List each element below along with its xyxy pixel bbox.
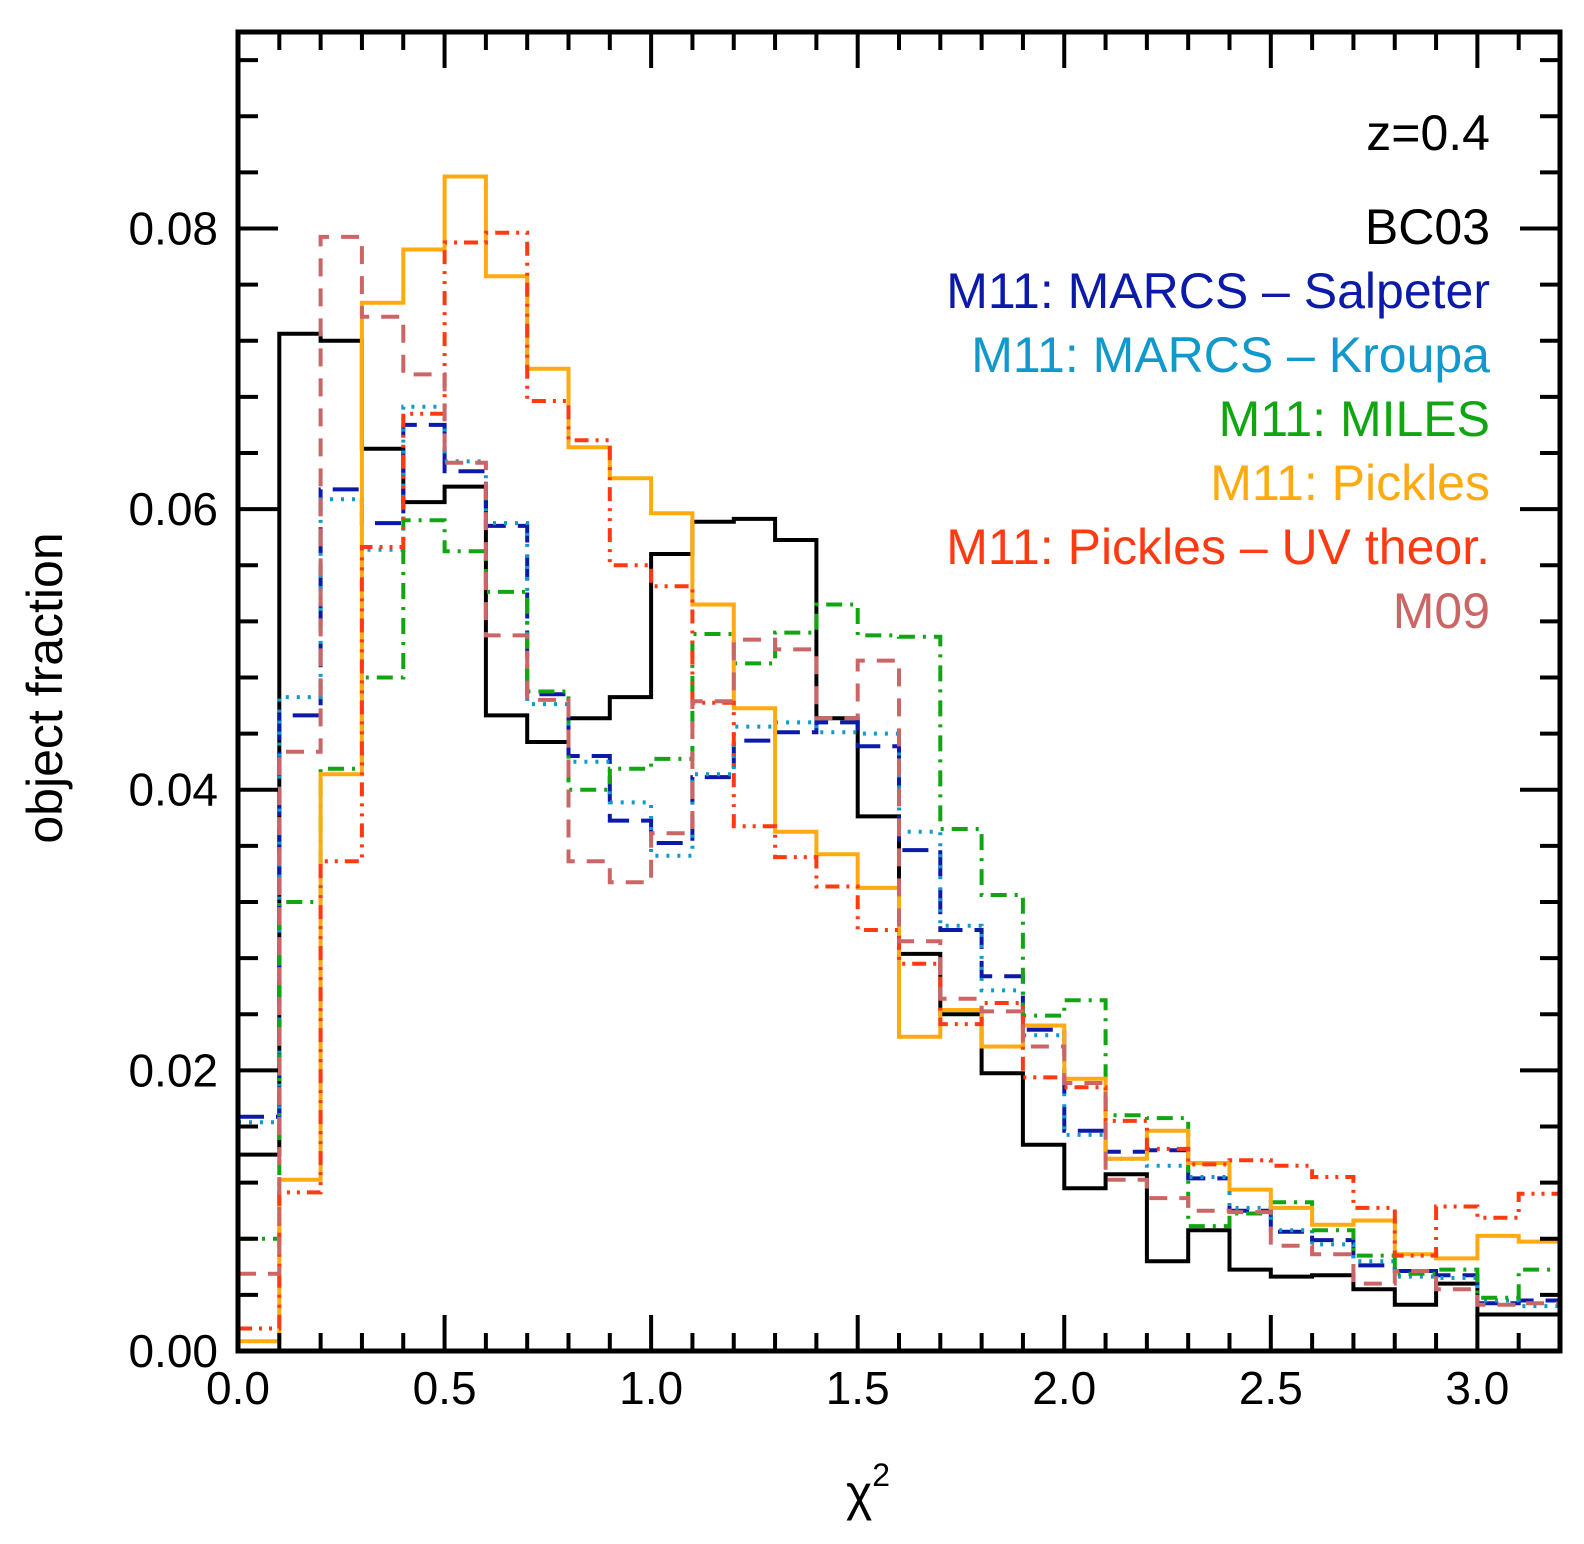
y-tick-label: 0.04	[128, 764, 218, 816]
series-line-7	[238, 234, 1560, 1307]
y-tick-label: 0.08	[128, 202, 218, 254]
series-line-4	[238, 518, 1560, 1300]
legend-entry-4: M11: MILES	[1219, 391, 1490, 447]
series-line-3	[238, 404, 1560, 1309]
x-tick-label: 1.5	[826, 1362, 890, 1414]
x-tick-label: 0.0	[206, 1362, 270, 1414]
legend-entry-5: M11: Pickles	[1210, 455, 1490, 511]
legend-entry-2: M11: MARCS – Salpeter	[946, 263, 1490, 319]
redshift-annotation: z=0.4	[1366, 105, 1490, 161]
y-tick-labels: 0.00 0.02 0.04 0.06 0.08	[128, 202, 218, 1377]
series-line-6	[238, 230, 1560, 1331]
y-tick-label: 0.02	[128, 1044, 218, 1096]
legend-entry-6: M11: Pickles – UV theor.	[946, 519, 1490, 575]
legend: BC03 M11: MARCS – Salpeter M11: MARCS – Kr…	[946, 199, 1490, 639]
y-tick-label: 0.00	[128, 1325, 218, 1377]
x-tick-label: 0.5	[413, 1362, 477, 1414]
series-line-5	[238, 174, 1560, 1344]
legend-entry-3: M11: MARCS – Kroupa	[971, 327, 1490, 383]
y-tick-label: 0.06	[128, 483, 218, 535]
x-tick-label: 2.0	[1032, 1362, 1096, 1414]
x-tick-label: 2.5	[1239, 1362, 1303, 1414]
y-axis-title: object fraction	[17, 532, 73, 843]
x-tick-label: 1.0	[619, 1362, 683, 1414]
x-axis-title: χ2	[846, 1457, 890, 1521]
x-axis-symbol: χ	[846, 1465, 872, 1521]
plot-frame	[235, 29, 1563, 1354]
legend-entry-7: M09	[1393, 583, 1490, 639]
x-axis-superscript: 2	[872, 1457, 890, 1493]
series-layer	[238, 174, 1560, 1344]
legend-entry-1: BC03	[1365, 199, 1490, 255]
x-tick-label: 3.0	[1445, 1362, 1509, 1414]
x-tick-labels: 0.0 0.5 1.0 1.5 2.0 2.5 3.0	[206, 1362, 1509, 1414]
